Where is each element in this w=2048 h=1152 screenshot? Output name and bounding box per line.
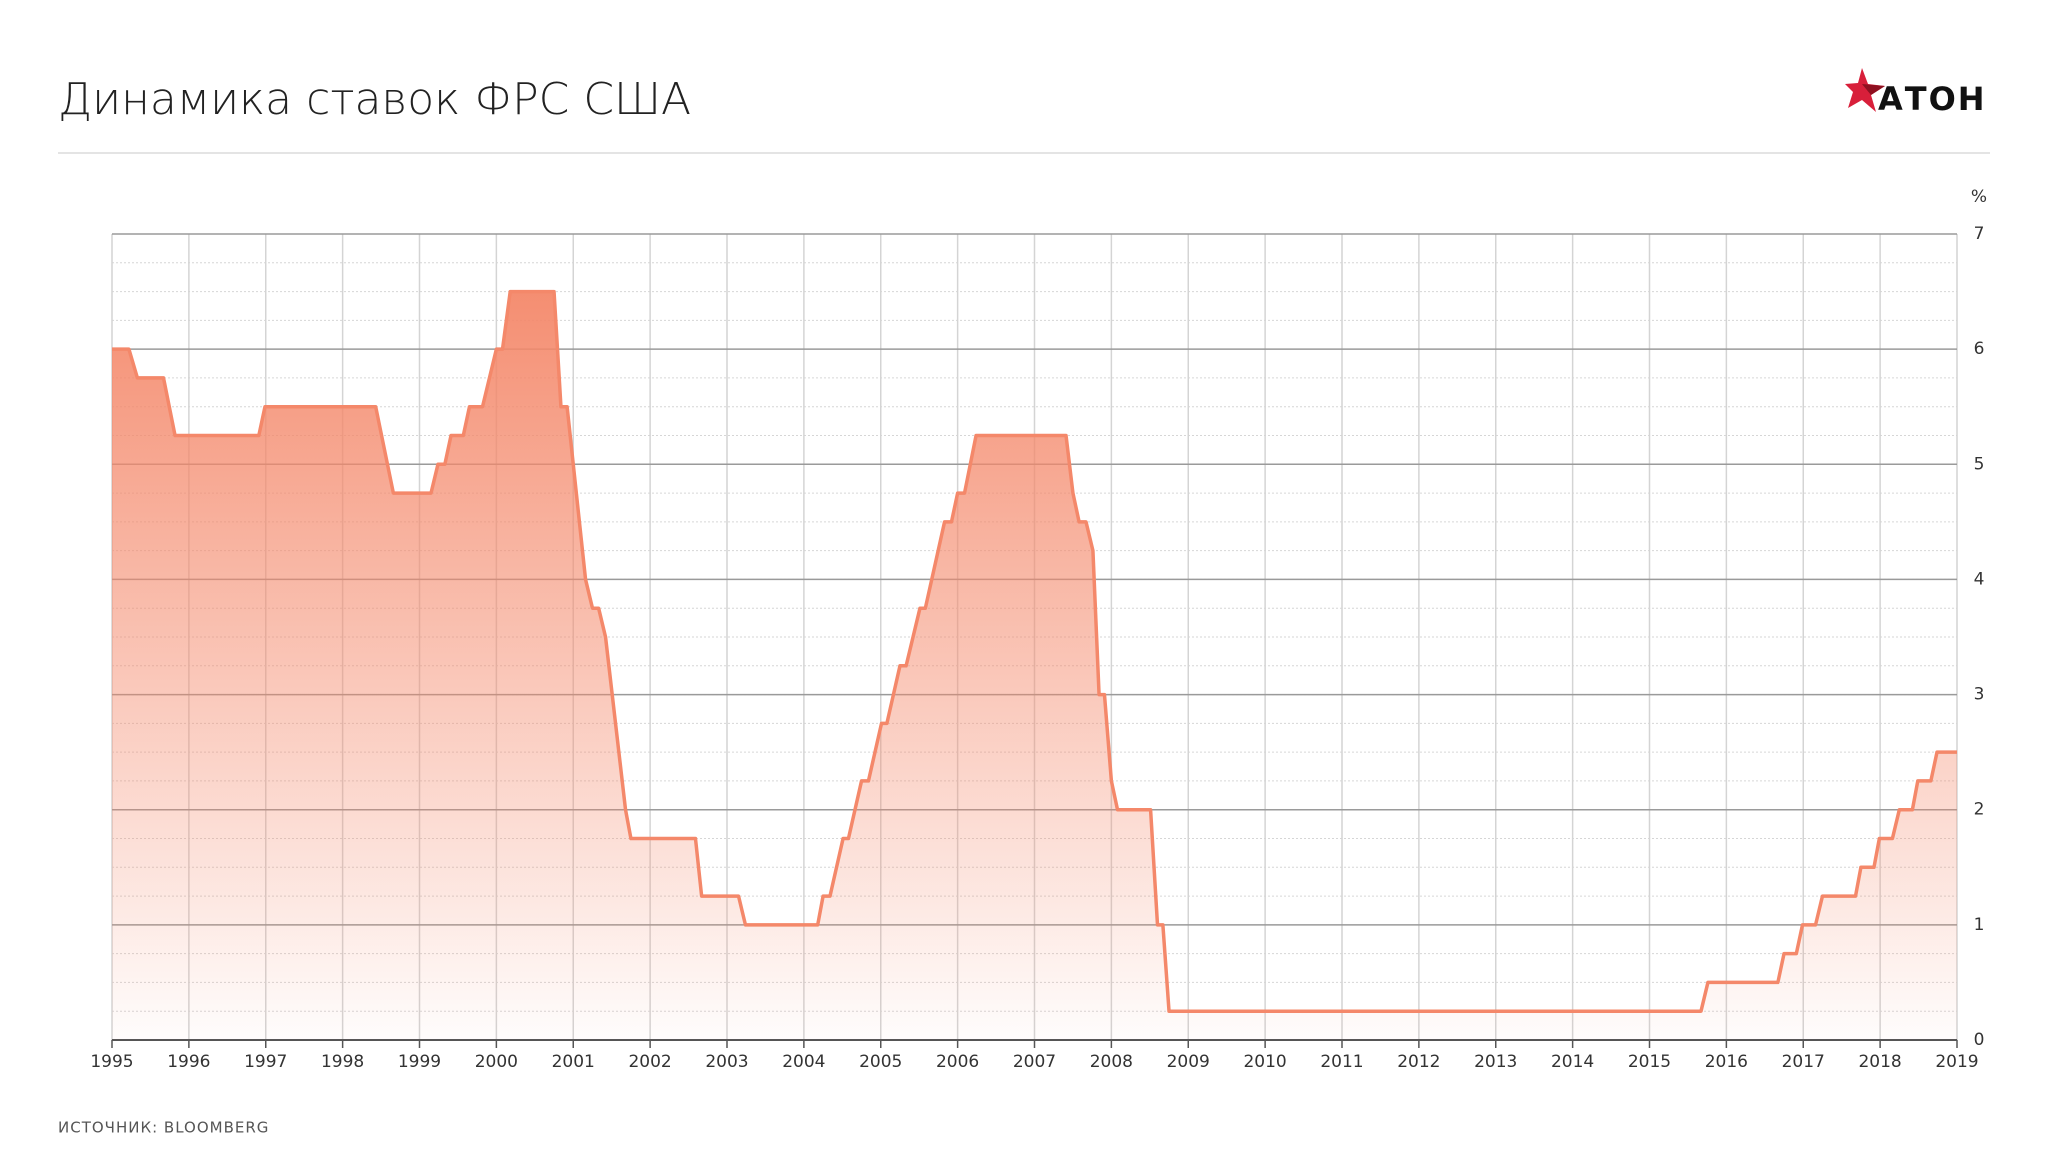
x-tick-label: 2003 xyxy=(705,1052,748,1072)
x-tick-label: 1995 xyxy=(90,1052,133,1072)
x-tick-label: 2005 xyxy=(859,1052,902,1072)
logo-star-shade xyxy=(1862,84,1885,95)
x-tick-label: 1997 xyxy=(244,1052,287,1072)
x-tick-label: 2008 xyxy=(1090,1052,1133,1072)
x-tick-label: 1996 xyxy=(167,1052,210,1072)
line xyxy=(112,289,1957,1013)
chart-title: Динамика ставок ФРС США xyxy=(58,74,691,125)
x-tick-label: 2018 xyxy=(1858,1052,1901,1072)
y-tick-label: 3 xyxy=(1974,685,1985,705)
x-tick-label: 2019 xyxy=(1935,1052,1978,1072)
x-tick-label: 2009 xyxy=(1167,1052,1210,1072)
logo-star xyxy=(1845,68,1885,112)
y-tick-label: 2 xyxy=(1974,800,1985,820)
x-tick-label: 2004 xyxy=(782,1052,825,1072)
y-tick-label: 5 xyxy=(1974,454,1985,474)
x-tick-label: 2000 xyxy=(475,1052,518,1072)
x-tick-label: 2011 xyxy=(1320,1052,1363,1072)
x-tick-label: 2010 xyxy=(1243,1052,1286,1072)
x-tick-label: 2016 xyxy=(1705,1052,1748,1072)
x-tick-label: 2015 xyxy=(1628,1052,1671,1072)
y-tick-label: 6 xyxy=(1974,339,1985,359)
y-tick-label: 7 xyxy=(1974,224,1985,244)
y-unit-label: % xyxy=(1971,187,1987,207)
x-tick-label: 2001 xyxy=(552,1052,595,1072)
logo: АТОН xyxy=(1845,68,1987,118)
x-tick-label: 2013 xyxy=(1474,1052,1517,1072)
x-tick-label: 1998 xyxy=(321,1052,364,1072)
x-tick-label: 2006 xyxy=(936,1052,979,1072)
source-note: ИСТОЧНИК: BLOOMBERG xyxy=(58,1119,269,1137)
logo-text: АТОН xyxy=(1878,80,1987,118)
x-tick-label: 2017 xyxy=(1782,1052,1825,1072)
y-tick-label: 4 xyxy=(1974,569,1985,589)
x-tick-label: 2002 xyxy=(628,1052,671,1072)
x-tick-label: 2014 xyxy=(1551,1052,1594,1072)
x-tick-label: 2007 xyxy=(1013,1052,1056,1072)
y-tick-label: 0 xyxy=(1974,1030,1985,1050)
x-tick-label: 2012 xyxy=(1397,1052,1440,1072)
y-tick-label: 1 xyxy=(1974,915,1985,935)
x-tick-label: 1999 xyxy=(398,1052,441,1072)
